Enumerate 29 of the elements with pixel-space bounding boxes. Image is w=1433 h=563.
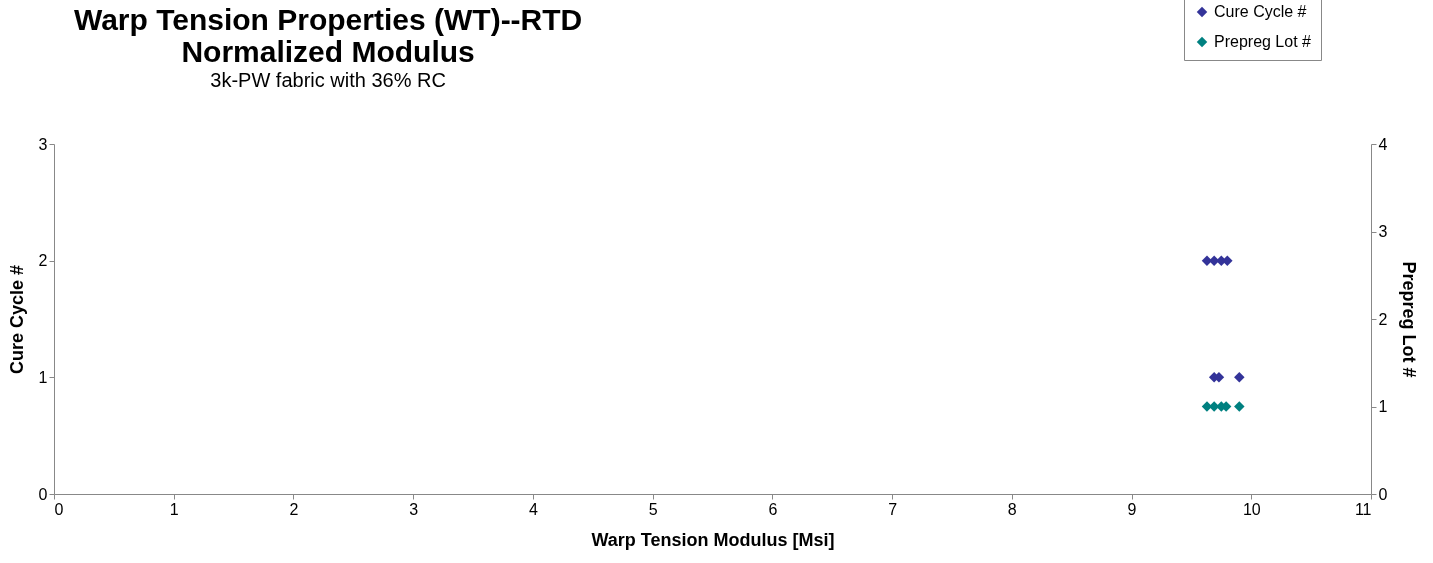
x-tick-label: 7	[888, 500, 898, 518]
y2-tick-label: 1	[1378, 398, 1388, 415]
x-tick-label: 6	[768, 500, 778, 518]
x-tick-label: 1	[169, 500, 179, 518]
x-tick-label: 2	[289, 500, 299, 518]
x-tick-label: 0	[54, 500, 64, 518]
x-tick-label: 5	[648, 500, 658, 518]
y-tick-label: 2	[38, 252, 48, 270]
x-tick-label: 3	[409, 500, 419, 518]
y-tick-label: 1	[38, 368, 48, 386]
y-tick-label: 0	[38, 485, 48, 503]
y2-tick-label: 2	[1378, 310, 1388, 328]
x-tick-label: 9	[1127, 500, 1137, 518]
x-axis-title: Warp Tension Modulus [Msi]	[591, 529, 835, 550]
x-tick-label: 10	[1242, 500, 1261, 518]
y2-tick-label: 0	[1378, 485, 1388, 503]
legend-label: Cure Cycle #	[1214, 3, 1307, 20]
y2-tick-label: 3	[1378, 223, 1388, 240]
y2-axis-title: Prepreg Lot #	[1399, 261, 1420, 378]
text: Normalized Modulus	[181, 35, 475, 68]
y-tick-label: 3	[38, 135, 48, 153]
x-tick-label: 4	[528, 500, 538, 518]
x-tick-label: 8	[1007, 500, 1017, 518]
text: Warp Tension Properties (WT)--RTD	[73, 3, 583, 36]
y-axis-title: Cure Cycle #	[6, 264, 27, 375]
legend-label: Prepreg Lot #	[1214, 33, 1312, 50]
y2-tick-label: 4	[1378, 135, 1388, 153]
chart-subtitle: 3k-PW fabric with 36% RC	[210, 69, 446, 91]
x-tick-label: 11	[1354, 500, 1372, 518]
